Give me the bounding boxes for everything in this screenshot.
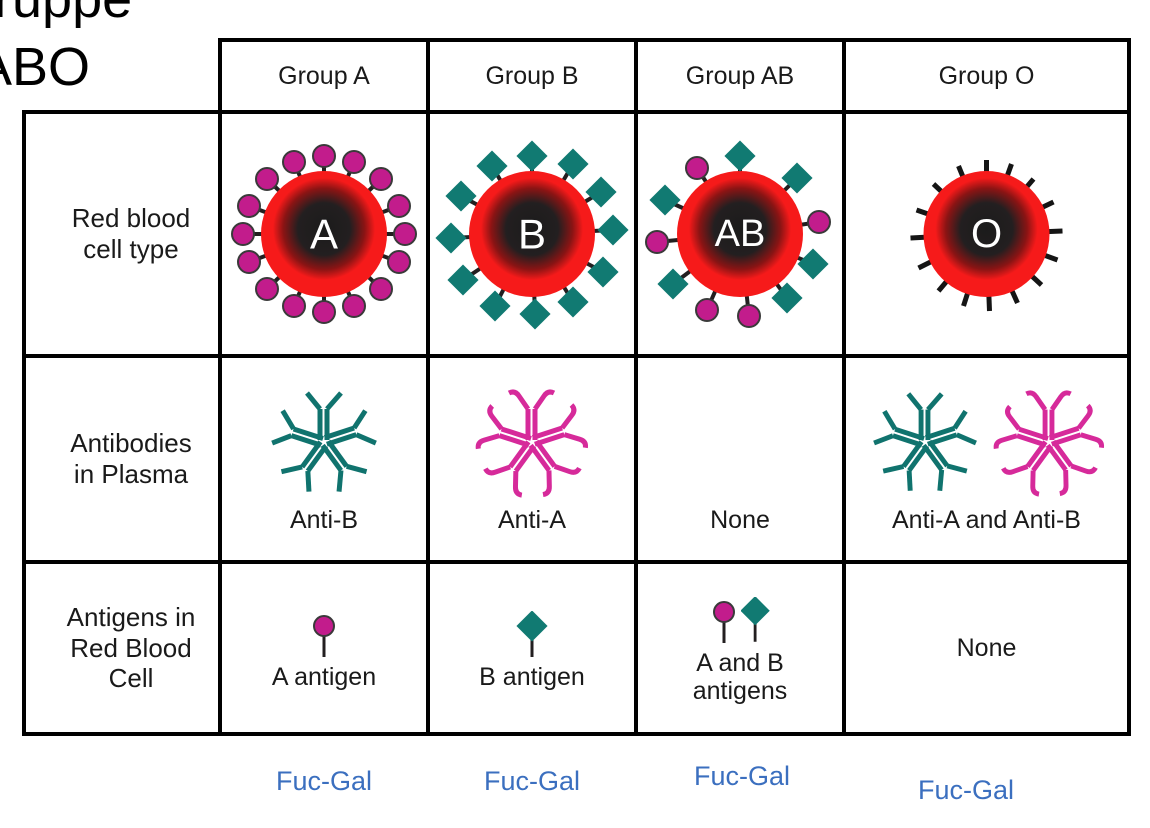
- b-antigen-icon: [516, 611, 548, 657]
- cell-antibody-group-ab: None: [634, 354, 846, 565]
- antigen-art-b: [430, 605, 634, 661]
- antibody-caption-a: Anti-B: [289, 506, 359, 535]
- row-label-line-3: Cell: [108, 663, 154, 694]
- anti-a-pentamer-icon: [475, 389, 589, 498]
- column-header-group-b: Group B: [426, 37, 638, 115]
- fucgal-label-group-o: Fuc-Gal: [918, 775, 1015, 805]
- page-subtitle-partial: ABO: [0, 37, 91, 97]
- fucgal-label-group-b: Fuc-Gal: [484, 766, 581, 796]
- cell-rbc-group-a: A: [218, 110, 430, 359]
- anti-a-pentamer-icon-o: [993, 390, 1104, 497]
- page-title-partial: gruppe: [0, 0, 132, 26]
- antigen-caption-b: B antigen: [479, 663, 585, 691]
- antibody-stack-ab: None: [638, 358, 842, 560]
- antigen-caption-o: None: [956, 633, 1017, 662]
- row-label-antibodies-in-plasma: Antibodies in Plasma: [22, 354, 222, 565]
- table-row-red-blood-cell-type: Red blood cell type: [22, 110, 1131, 359]
- rbc-svg-b: B: [435, 140, 629, 330]
- rbc-letter-b: B: [518, 211, 546, 258]
- table-row-antibodies-in-plasma: Antibodies in Plasma: [22, 354, 1131, 565]
- column-header-group-ab: Group AB: [634, 37, 846, 115]
- cell-antigen-group-o: None: [842, 560, 1131, 736]
- antibody-stack-a: Anti-B: [222, 358, 426, 560]
- anti-b-pentamer-icon: [271, 391, 377, 493]
- rbc-graphic-group-ab: AB: [645, 134, 835, 334]
- cell-rbc-group-b: B: [426, 110, 638, 359]
- column-header-group-o: Group O: [842, 37, 1131, 115]
- anti-b-pentamer-icon-o: [872, 392, 977, 492]
- antigen-heads-a: [231, 144, 417, 325]
- table-row-antigens-in-red-blood-cell: Antigens in Red Blood Cell A antigen B a…: [22, 560, 1131, 736]
- cell-rbc-group-o: O: [842, 110, 1131, 359]
- rbc-letter-ab: AB: [715, 213, 766, 255]
- rbc-body-o: [923, 171, 1050, 298]
- antibody-stack-o: Anti-A and Anti-B: [846, 358, 1127, 560]
- antigen-caption-ab-line-2: antigens: [692, 677, 788, 705]
- column-header-group-a: Group A: [218, 37, 430, 115]
- row-label-line-2: in Plasma: [73, 459, 189, 490]
- antigen-caption-ab-line-1: A and B: [696, 649, 784, 677]
- cell-antigen-group-b: B antigen: [426, 560, 638, 736]
- rbc-svg-ab: AB: [645, 140, 831, 329]
- rbc-letter-o: O: [971, 212, 1002, 256]
- cell-antibody-group-a: Anti-B: [218, 354, 430, 565]
- antigen-art-a: [222, 605, 426, 661]
- corner-cell: [24, 40, 220, 112]
- antibody-art-b: [472, 383, 592, 501]
- cell-antibody-group-o: Anti-A and Anti-B: [842, 354, 1131, 565]
- rbc-body-a: [261, 171, 387, 298]
- rbc-body-ab: [677, 171, 803, 298]
- a-antigen-icon: [313, 615, 335, 657]
- row-label-red-blood-cell-type: Red blood cell type: [22, 110, 222, 359]
- rbc-svg-a: A: [231, 144, 417, 325]
- a-antigen-icon-ab: [713, 601, 735, 643]
- row-label-line-2: Red Blood: [70, 632, 192, 663]
- antigen-caption-a: A antigen: [271, 663, 377, 691]
- antigen-art-ab: [638, 591, 842, 647]
- rbc-graphic-group-o: O: [879, 134, 1094, 334]
- antibody-caption-o: Anti-A and Anti-B: [891, 506, 1081, 535]
- fucgal-label-group-a: Fuc-Gal: [276, 766, 373, 796]
- cell-antibody-group-b: Anti-A: [426, 354, 638, 565]
- fucgal-annotation-row: Fuc-Gal Fuc-Gal Fuc-Gal Fuc-Gal: [22, 736, 1127, 828]
- antibody-art-a: [264, 383, 384, 501]
- rbc-graphic-group-b: B: [435, 134, 629, 334]
- antigen-heads-ab-circles: [645, 156, 831, 329]
- rbc-letter-a: A: [310, 211, 338, 258]
- antibody-art-o: [866, 383, 1108, 501]
- row-label-line-1: Antigens in: [66, 602, 196, 632]
- rbc-graphic-group-a: A: [229, 134, 419, 334]
- row-label-line-1: Antibodies: [70, 428, 192, 459]
- table-header-row: Group A Group B Group AB Group O: [24, 37, 1131, 115]
- row-label-antigens-in-red-blood-cell: Antigens in Red Blood Cell: [22, 560, 222, 736]
- rbc-svg-o: O: [910, 160, 1063, 312]
- row-label-line-1: Red blood: [71, 203, 191, 234]
- b-antigen-icon-ab: [741, 597, 770, 642]
- fucgal-label-group-ab: Fuc-Gal: [694, 761, 791, 791]
- antibody-caption-b: Anti-A: [497, 506, 567, 535]
- cell-rbc-group-ab: AB: [634, 110, 846, 359]
- row-label-line-2: cell type: [83, 234, 179, 265]
- blood-group-table: Group A Group B Group AB Group O Red blo…: [22, 37, 1131, 736]
- cell-antigen-group-ab: A and B antigens: [634, 560, 846, 736]
- antibody-caption-ab: None: [710, 506, 770, 535]
- cell-antigen-group-a: A antigen: [218, 560, 430, 736]
- antibody-stack-b: Anti-A: [430, 358, 634, 560]
- rbc-body-b: [469, 171, 595, 298]
